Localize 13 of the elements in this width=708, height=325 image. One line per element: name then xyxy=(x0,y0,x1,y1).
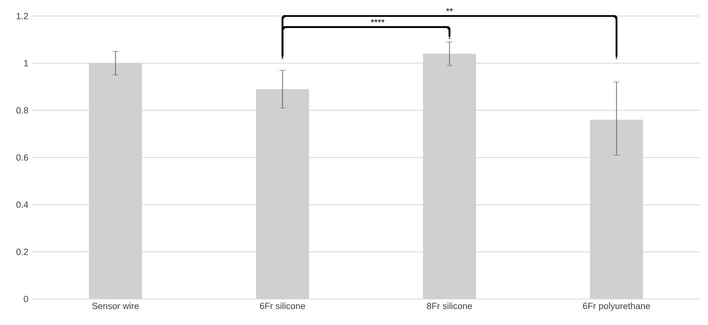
text: ** xyxy=(446,8,453,12)
y-tick-label: 1 xyxy=(24,60,28,66)
x-tick-label: Sensor wire xyxy=(92,302,139,310)
y-tick-label: 0.2 xyxy=(16,248,28,256)
y-tick-label: 0.4 xyxy=(16,201,28,208)
annotation: **** xyxy=(370,19,385,22)
y-tick-label: 0.6 xyxy=(16,154,28,161)
x-tick-label: 8Fr silicone xyxy=(426,302,472,310)
y-tick-label: 0.8 xyxy=(16,107,28,114)
x-tick-label: 6Fr silicone xyxy=(260,302,306,310)
y-tick-label: 0 xyxy=(24,296,28,302)
y-tick-label: 1.2 xyxy=(16,12,28,20)
x-tick-label: 6Fr polyurethane xyxy=(583,302,650,311)
